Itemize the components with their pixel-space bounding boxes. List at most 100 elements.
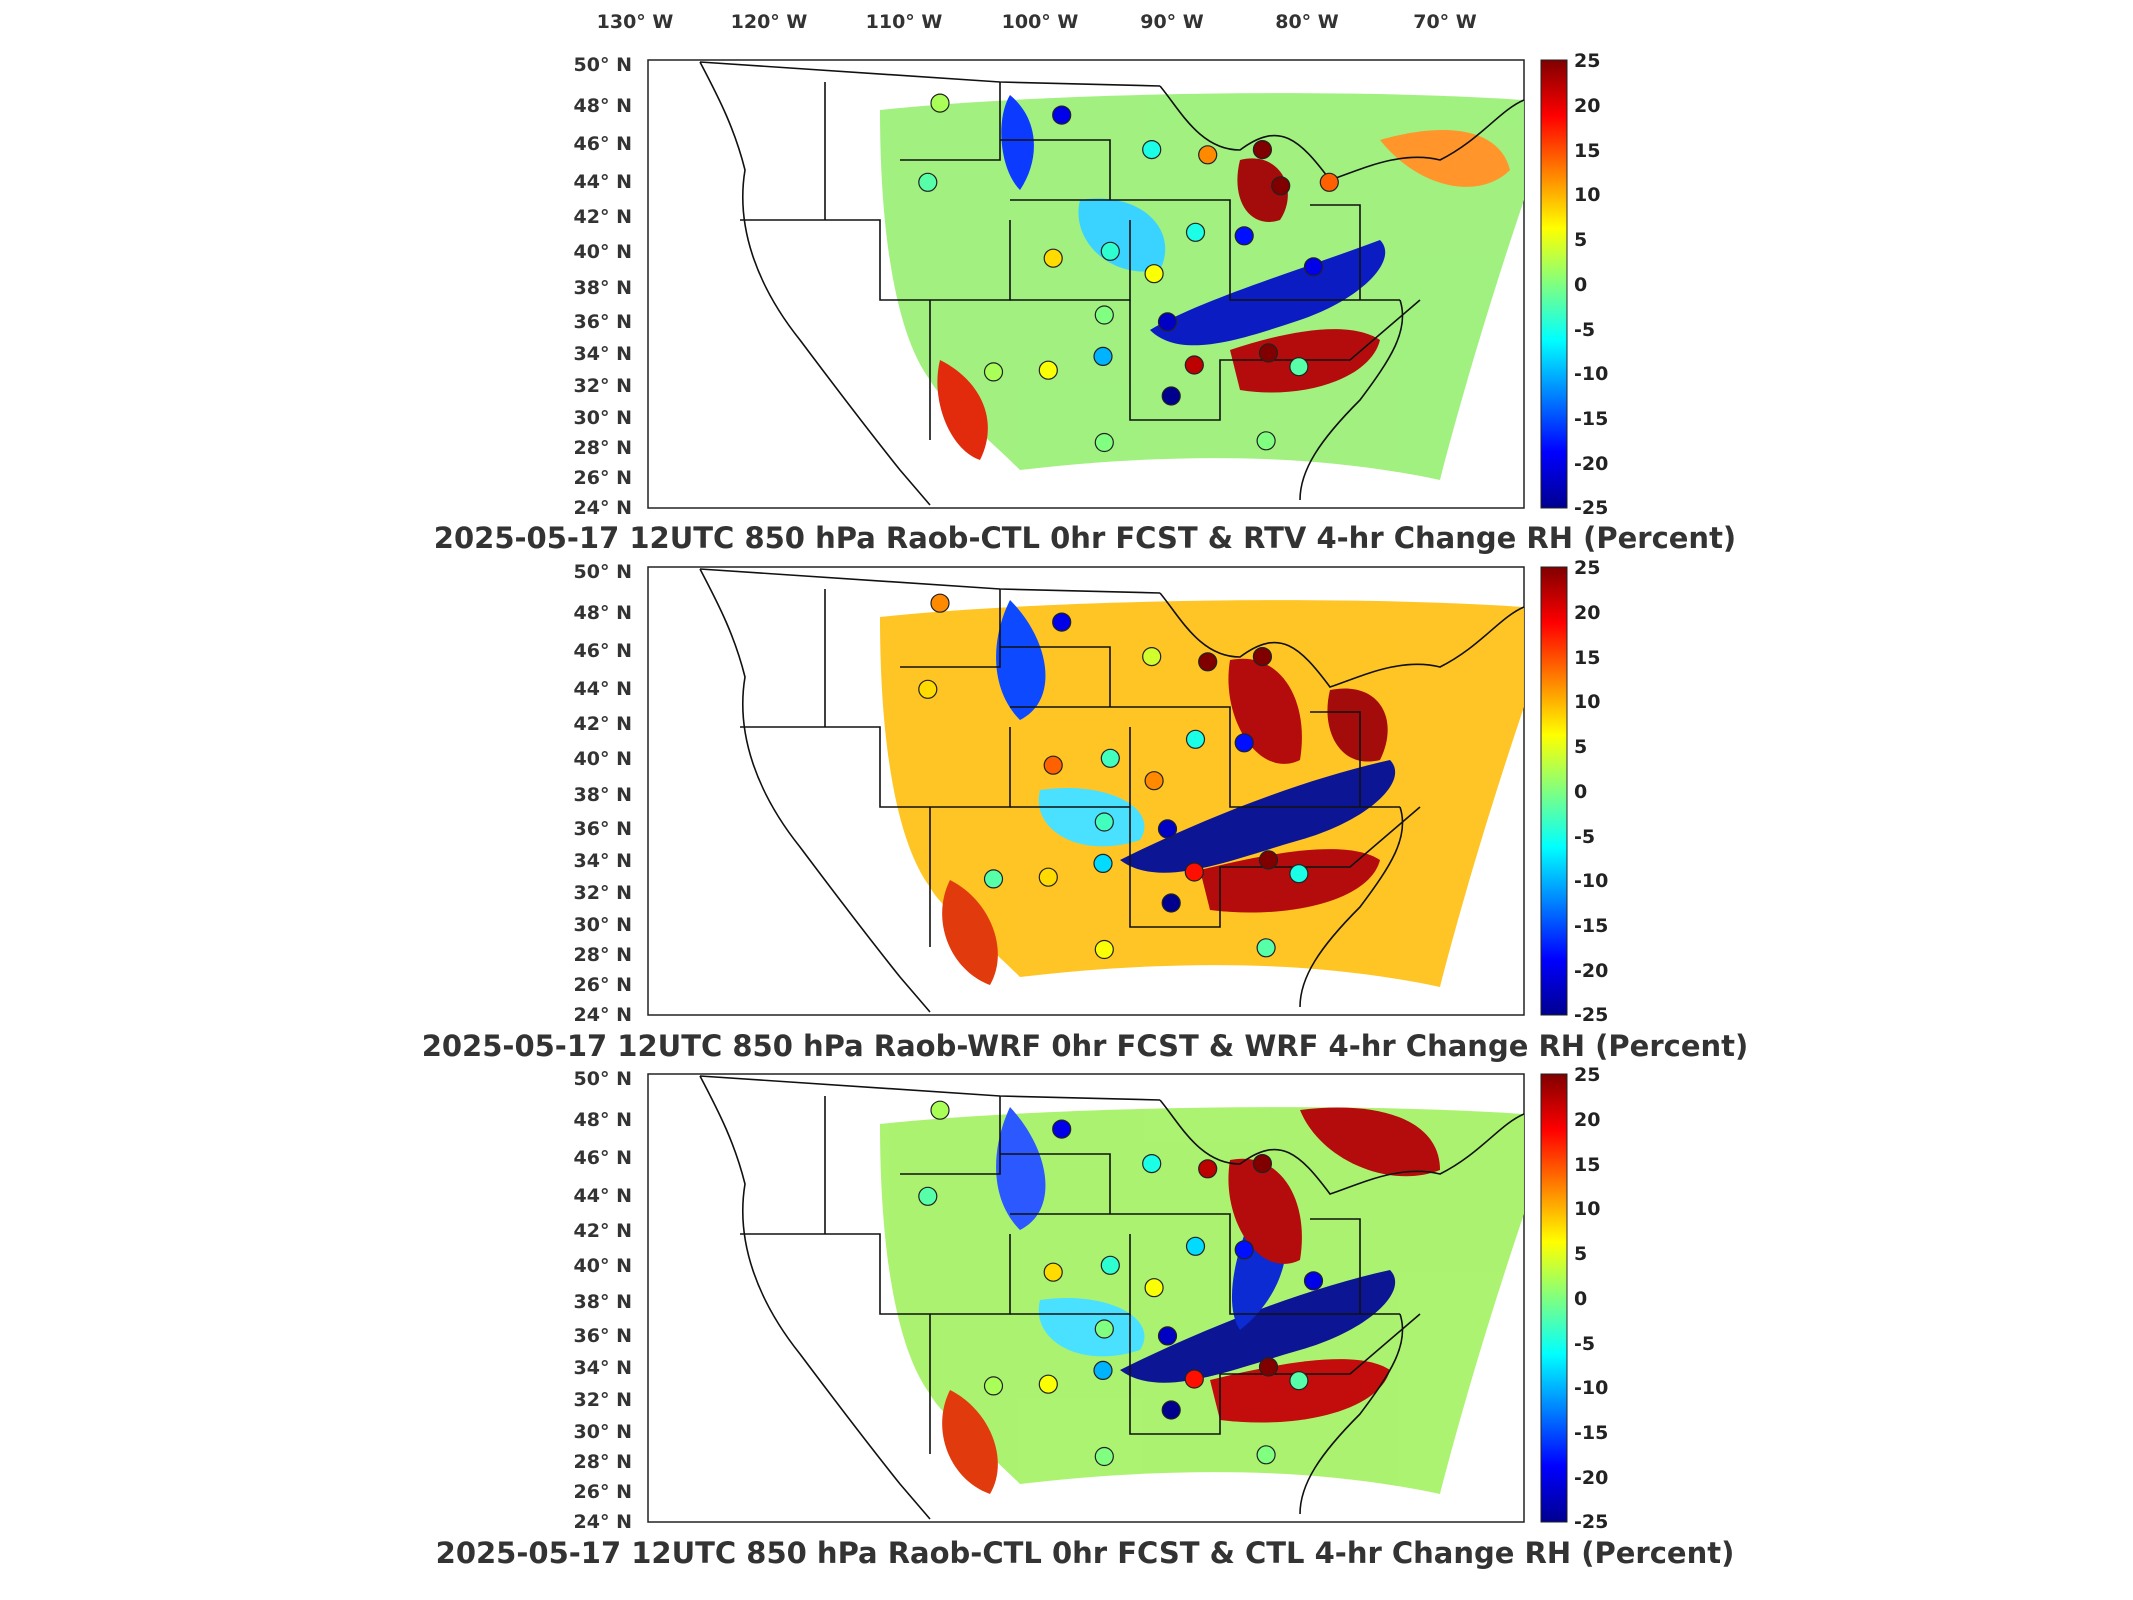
raob-station-marker: [1094, 812, 1114, 832]
raob-station-marker: [1184, 355, 1204, 375]
lat-label: 46° N: [574, 640, 632, 662]
colorbar-tick-label: 5: [1574, 229, 1587, 251]
raob-station-marker: [1161, 893, 1181, 913]
raob-station-marker: [1093, 1360, 1113, 1381]
raob-station-marker: [1100, 1255, 1120, 1275]
lat-label: 36° N: [574, 818, 632, 840]
lon-label: 90° W: [1140, 11, 1204, 33]
colorbar-tick-label: 10: [1574, 184, 1600, 206]
raob-station-marker: [1198, 652, 1218, 672]
lat-label: 30° N: [574, 1421, 632, 1443]
lat-label: 26° N: [574, 1481, 632, 1503]
raob-station-marker: [1094, 939, 1114, 960]
panel-title: 2025-05-17 12UTC 850 hPa Raob-WRF 0hr FC…: [422, 1029, 1749, 1063]
raob-station-marker: [1258, 343, 1279, 363]
colorbar-tick-label: -15: [1574, 1422, 1608, 1444]
raob-station-marker: [1100, 748, 1120, 768]
raob-station-marker: [1093, 346, 1113, 366]
longitude-axis-labels: 130° W 120° W 110° W 100° W 90° W 80° W …: [597, 11, 1477, 33]
lat-label: 40° N: [574, 1255, 632, 1277]
state-boundaries: [699, 568, 1525, 1013]
raob-station-marker: [983, 869, 1004, 889]
raob-station-marker: [1142, 1153, 1162, 1174]
state-boundaries: [699, 61, 1525, 506]
raob-station-marker: [1185, 1236, 1206, 1256]
colorbar-tick-label: -25: [1574, 1511, 1608, 1533]
colorbar-tick-label: -5: [1574, 826, 1595, 848]
raob-station-marker: [918, 172, 938, 192]
lat-label: 44° N: [574, 1185, 632, 1207]
raob-station-marker: [1043, 1262, 1063, 1282]
lat-label: 40° N: [574, 748, 632, 770]
lat-label: 50° N: [574, 54, 632, 76]
colorbar-tick-label: -20: [1574, 960, 1608, 982]
raob-station-marker: [1144, 771, 1164, 791]
colorbar-tick-label: 15: [1574, 1154, 1600, 1176]
lon-label: 80° W: [1275, 11, 1339, 33]
colorbar-tick-label: -5: [1574, 1333, 1595, 1355]
raob-station-marker: [1289, 1371, 1309, 1391]
lat-label: 30° N: [574, 407, 632, 429]
latitude-axis-labels: 50° N 48° N 46° N 44° N 42° N 40° N 38° …: [574, 561, 632, 1026]
panel-title: 2025-05-17 12UTC 850 hPa Raob-CTL 0hr FC…: [434, 521, 1736, 555]
colorbar-tick-label: 0: [1574, 274, 1587, 296]
raob-station-marker: [1252, 140, 1273, 160]
raob-station-marker: [1256, 1445, 1276, 1465]
lat-label: 42° N: [574, 713, 632, 735]
lat-label: 26° N: [574, 974, 632, 996]
raob-station-marker: [1142, 646, 1162, 667]
colorbar-tick-label: 15: [1574, 647, 1600, 669]
colorbar-tick-label: -15: [1574, 915, 1608, 937]
raob-station-marker: [1252, 1153, 1273, 1174]
lat-label: 48° N: [574, 95, 632, 117]
panel-title: 2025-05-17 12UTC 850 hPa Raob-CTL 0hr FC…: [436, 1536, 1735, 1570]
colorbar-tick-label: 20: [1574, 1109, 1600, 1131]
lat-label: 24° N: [574, 497, 632, 519]
colorbar-tick-label: 15: [1574, 140, 1600, 162]
lat-label: 50° N: [574, 561, 632, 583]
raob-markers: [918, 593, 1309, 960]
lat-label: 38° N: [574, 784, 632, 806]
colorbar-tick-label: -25: [1574, 497, 1608, 519]
lat-label: 46° N: [574, 133, 632, 155]
lat-label: 38° N: [574, 1291, 632, 1313]
colorbar: [1540, 566, 1568, 1016]
colorbar-tick-label: -20: [1574, 453, 1608, 475]
lat-label: 30° N: [574, 914, 632, 936]
raob-station-marker: [1234, 1240, 1254, 1260]
lat-label: 44° N: [574, 171, 632, 193]
colorbar-tick-label: 20: [1574, 95, 1600, 117]
raob-station-marker: [1052, 612, 1072, 632]
raob-station-marker: [1234, 226, 1254, 246]
lon-label: 70° W: [1413, 11, 1477, 33]
colorbar-tick-label: 25: [1574, 50, 1600, 72]
colorbar-tick-label: 25: [1574, 557, 1600, 579]
colorbar-tick-label: 5: [1574, 1243, 1587, 1265]
lat-label: 38° N: [574, 277, 632, 299]
map-panel-2: 50° N 48° N 46° N 44° N 42° N 40° N 38° …: [422, 557, 1749, 1063]
latitude-axis-labels: 50° N 48° N 46° N 44° N 42° N 40° N 38° …: [574, 1068, 632, 1533]
colorbar: [1540, 59, 1568, 509]
lat-label: 28° N: [574, 944, 632, 966]
raob-markers: [918, 93, 1339, 453]
lon-label: 130° W: [597, 11, 674, 33]
colorbar-tick-label: -25: [1574, 1004, 1608, 1026]
colorbar-tick-label: 20: [1574, 602, 1600, 624]
rh-field: [880, 600, 1524, 987]
lat-label: 34° N: [574, 343, 632, 365]
lat-label: 32° N: [574, 375, 632, 397]
lat-label: 28° N: [574, 437, 632, 459]
raob-station-marker: [930, 1100, 950, 1120]
raob-station-marker: [1161, 386, 1181, 406]
lat-label: 48° N: [574, 602, 632, 624]
lat-label: 42° N: [574, 1220, 632, 1242]
lat-label: 24° N: [574, 1004, 632, 1026]
colorbar-tick-label: -20: [1574, 1467, 1608, 1489]
raob-station-marker: [1038, 360, 1058, 380]
raob-station-marker: [1157, 819, 1178, 839]
lat-label: 26° N: [574, 467, 632, 489]
colorbar-tick-label: -10: [1574, 1377, 1608, 1399]
raob-station-marker: [1052, 1119, 1072, 1139]
lon-label: 110° W: [866, 11, 943, 33]
raob-station-marker: [1303, 257, 1324, 277]
